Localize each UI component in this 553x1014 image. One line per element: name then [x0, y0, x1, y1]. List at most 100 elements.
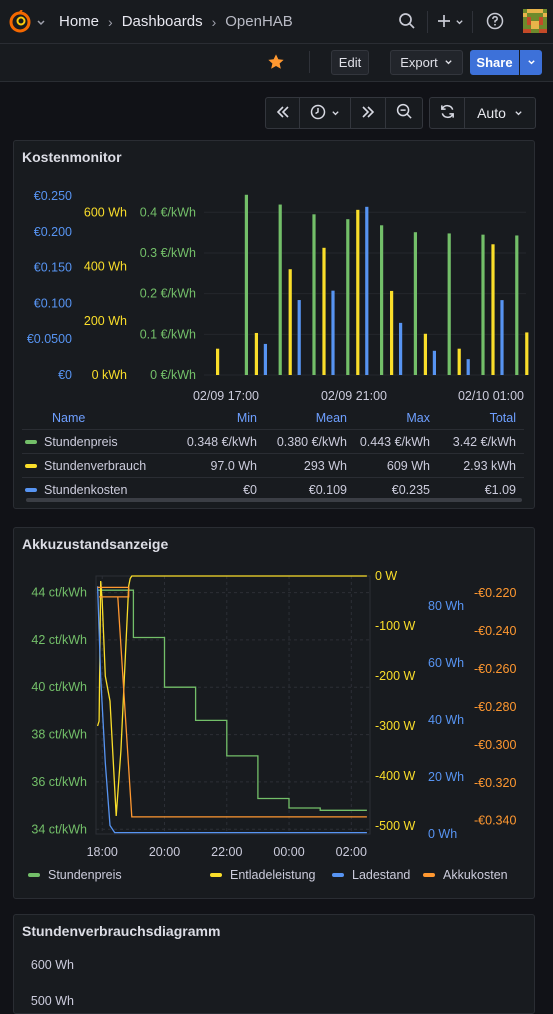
grafana-logo-menu[interactable]: [8, 9, 46, 37]
star-icon[interactable]: [267, 53, 285, 74]
legend-header-name[interactable]: Name: [52, 411, 86, 425]
share-menu-button[interactable]: [520, 50, 542, 75]
bar-stundenpreis: [413, 232, 417, 375]
bar-stundenverbrauch: [288, 269, 292, 375]
series-color-swatch: [28, 873, 40, 877]
angle-double-left-icon: [276, 105, 290, 121]
profile-button[interactable]: [517, 0, 553, 44]
bar-stundenpreis: [312, 214, 316, 375]
legend-item[interactable]: Stundenpreis: [28, 868, 122, 882]
breadcrumb-current: OpenHAB: [225, 13, 293, 30]
legend-item[interactable]: Akkukosten: [423, 868, 508, 882]
avatar: [523, 8, 547, 36]
new-button[interactable]: [428, 0, 472, 44]
y-tick-label: -300 W: [375, 719, 415, 733]
series-color-swatch: [332, 873, 344, 877]
legend-row[interactable]: Stundenverbrauch 97.0 Wh 293 Wh 609 Wh 2…: [22, 453, 524, 477]
bar-stundenkosten: [399, 322, 403, 375]
export-label: Export: [400, 55, 438, 70]
y-tick-label: 0 €/kWh: [150, 368, 196, 382]
chevron-right-icon: ›: [211, 13, 217, 30]
panel-stundenverbrauchsdiagramm: Stundenverbrauchsdiagramm 600 Wh 500 Wh: [13, 914, 535, 1014]
edit-button[interactable]: Edit: [331, 50, 369, 75]
zoom-out-button[interactable]: [386, 98, 422, 128]
refresh-interval-picker[interactable]: Auto: [465, 98, 535, 128]
y-tick-label: -€0.260: [474, 662, 516, 676]
y-tick-label: €0: [58, 368, 72, 382]
chevron-down-icon: [455, 15, 464, 30]
y-tick-label: 0.1 €/kWh: [140, 327, 196, 341]
legend-series-name: Ladestand: [352, 868, 411, 882]
legend-item[interactable]: Entladeleistung: [210, 868, 315, 882]
panel-title[interactable]: Stundenverbrauchsdiagramm: [22, 923, 221, 939]
legend-series-name: Akkukosten: [443, 868, 508, 882]
time-range-controls: [265, 97, 423, 129]
breadcrumb-home[interactable]: Home: [59, 13, 100, 30]
chevron-down-icon: [331, 106, 340, 121]
y-tick-label: 42 ct/kWh: [31, 633, 87, 647]
panel-title[interactable]: Kostenmonitor: [22, 149, 122, 165]
top-nav-bar: Home › Dashboards › OpenHAB: [0, 0, 553, 44]
time-shift-back-button[interactable]: [266, 98, 300, 128]
time-picker-button[interactable]: [300, 98, 351, 128]
legend-max: 609 Wh: [386, 458, 430, 473]
y-tick-label: 0.3 €/kWh: [140, 246, 196, 260]
y-tick-label: 40 Wh: [428, 713, 464, 727]
y-tick-label: -€0.340: [474, 814, 516, 828]
bar-stundenverbrauch: [216, 348, 220, 375]
legend-row[interactable]: Stundenkosten €0 €0.109 €0.235 €1.09: [22, 477, 524, 501]
breadcrumb-dashboards[interactable]: Dashboards: [121, 13, 203, 30]
help-button[interactable]: [473, 0, 517, 44]
legend-max: 0.443 €/kWh: [359, 434, 430, 449]
bar-stundenpreis: [278, 204, 282, 375]
bar-stundenpreis: [380, 225, 384, 375]
y-tick-label: -€0.240: [474, 624, 516, 638]
legend-series-name: Stundenpreis: [44, 434, 118, 449]
bar-stundenverbrauch: [322, 247, 326, 375]
time-shift-forward-button[interactable]: [351, 98, 386, 128]
search-button[interactable]: [387, 0, 427, 44]
share-button[interactable]: Share: [470, 50, 519, 75]
y-tick-label: 600 Wh: [84, 205, 127, 219]
y-tick-label: 80 Wh: [428, 599, 464, 613]
y-tick-label: 0 Wh: [428, 827, 457, 841]
legend-total: €1.09: [484, 482, 516, 497]
help-icon: [486, 12, 504, 33]
legend-min: 97.0 Wh: [210, 458, 257, 473]
legend-item[interactable]: Ladestand: [332, 868, 410, 882]
legend-header-total[interactable]: Total: [489, 411, 516, 425]
chart-stundenverbrauch: 600 Wh 500 Wh: [31, 958, 74, 1005]
y-tick-label: 60 Wh: [428, 656, 464, 670]
export-button[interactable]: Export: [390, 50, 463, 75]
x-tick-label: 02/09 21:00: [321, 389, 387, 403]
y-tick-label: -400 W: [375, 769, 415, 783]
zoom-out-icon: [396, 103, 413, 123]
bar-stundenverbrauch: [457, 348, 461, 375]
y-tick-label: 0.2 €/kWh: [140, 287, 196, 301]
legend-total: 3.42 €/kWh: [452, 434, 516, 449]
bar-stundenpreis: [447, 233, 451, 375]
y-tick-label: 0 W: [375, 569, 397, 583]
chevron-right-icon: ›: [108, 13, 113, 30]
refresh-button[interactable]: [430, 98, 465, 128]
series-color-swatch: [210, 873, 222, 877]
bar-stundenkosten: [500, 300, 504, 375]
y-tick-label: €0.200: [34, 225, 72, 239]
panel-title[interactable]: Akkuzustandsanzeige: [22, 536, 169, 552]
horizontal-scrollbar[interactable]: [26, 498, 522, 502]
chevron-down-icon: [36, 16, 46, 31]
y-tick-label: -€0.220: [474, 586, 516, 600]
legend-header-min[interactable]: Min: [236, 411, 257, 425]
line-chart-akkuzustand: 34 ct/kWh 36 ct/kWh 38 ct/kWh 40 ct/kWh 42 c…: [31, 569, 516, 859]
legend-header-row: Name Min Mean Max Total: [22, 407, 524, 429]
y-tick-label: 0.4 €/kWh: [140, 205, 196, 219]
legend-row[interactable]: Stundenpreis 0.348 €/kWh 0.380 €/kWh 0.4…: [22, 429, 524, 453]
legend-header-mean[interactable]: Mean: [315, 411, 347, 425]
topbar-actions: [387, 0, 553, 44]
y-tick-label: -€0.320: [474, 776, 516, 790]
y-tick-label: 400 Wh: [84, 260, 127, 274]
legend-header-max[interactable]: Max: [406, 411, 430, 425]
bar-stundenpreis: [515, 235, 519, 375]
legend-table: Name Min Mean Max Total Stundenpreis 0.3…: [22, 407, 524, 501]
plot-area: [95, 575, 371, 835]
